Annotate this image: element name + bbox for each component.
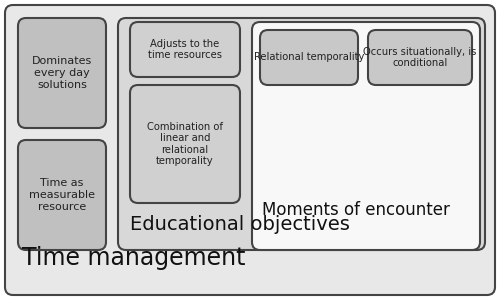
FancyBboxPatch shape [130, 22, 240, 77]
Text: Moments of encounter: Moments of encounter [262, 201, 450, 219]
FancyBboxPatch shape [118, 18, 485, 250]
Text: Time as
measurable
resource: Time as measurable resource [29, 178, 95, 212]
Text: Relational temporality: Relational temporality [254, 52, 364, 62]
FancyBboxPatch shape [252, 22, 480, 250]
FancyBboxPatch shape [18, 18, 106, 128]
Text: Time management: Time management [22, 246, 246, 270]
FancyBboxPatch shape [5, 5, 495, 295]
Text: Educational objectives: Educational objectives [130, 215, 350, 235]
Text: Adjusts to the
time resources: Adjusts to the time resources [148, 39, 222, 60]
FancyBboxPatch shape [260, 30, 358, 85]
Text: Dominates
every day
solutions: Dominates every day solutions [32, 56, 92, 90]
FancyBboxPatch shape [130, 85, 240, 203]
FancyBboxPatch shape [368, 30, 472, 85]
FancyBboxPatch shape [18, 140, 106, 250]
Text: Occurs situationally, is
conditional: Occurs situationally, is conditional [364, 47, 476, 68]
Text: Combination of
linear and
relational
temporality: Combination of linear and relational tem… [147, 122, 223, 167]
